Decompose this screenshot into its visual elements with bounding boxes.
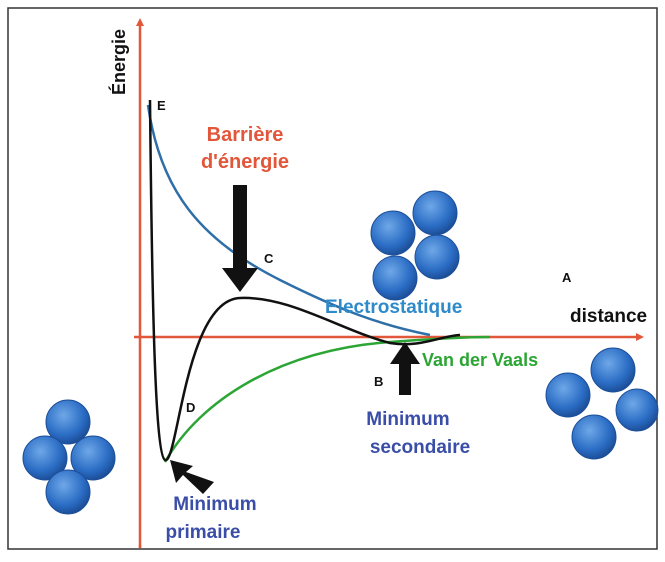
secondary-arrow bbox=[390, 342, 420, 395]
frame bbox=[7, 7, 658, 550]
point-label: E bbox=[157, 98, 166, 113]
barrier-label: Barrière bbox=[207, 124, 284, 146]
secondary-minimum-label: secondaire bbox=[370, 437, 470, 458]
electrostatic-label: Electrostatique bbox=[325, 297, 462, 318]
primary-minimum-label: primaire bbox=[166, 522, 241, 543]
point-label: C bbox=[264, 251, 274, 266]
cluster-left bbox=[22, 399, 116, 515]
cluster-top bbox=[370, 190, 460, 301]
total-curve bbox=[148, 99, 461, 462]
primary-arrow bbox=[170, 460, 214, 494]
barrier-arrow bbox=[222, 185, 258, 292]
van-der-waals-curve bbox=[163, 335, 491, 463]
primary-minimum-label: Minimum bbox=[173, 494, 256, 515]
x-axis-label: distance bbox=[570, 306, 647, 327]
point-label: D bbox=[186, 400, 195, 415]
point-label: B bbox=[374, 374, 383, 389]
y-axis-label: Énergie bbox=[108, 29, 129, 95]
secondary-minimum-label: Minimum bbox=[366, 409, 449, 430]
barrier-label: d'énergie bbox=[201, 151, 289, 173]
point-label: A bbox=[562, 270, 572, 285]
cluster-right bbox=[545, 347, 659, 460]
van-der-waals-label: Van der Vaals bbox=[422, 350, 538, 370]
electrostatic-curve bbox=[146, 104, 431, 337]
